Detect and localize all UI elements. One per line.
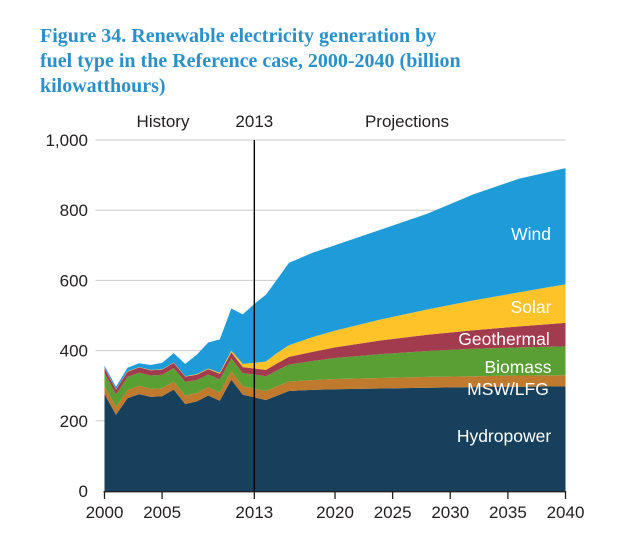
area-biomass	[104, 346, 566, 407]
x-axis-tick-label-2020: 2020	[316, 503, 354, 522]
band-label-hydropower: Hydropower	[457, 426, 552, 446]
area-hydropower	[104, 379, 566, 491]
band-label-biomass: Biomass	[484, 357, 551, 377]
band-label-wind: Wind	[511, 224, 551, 244]
x-axis-tick-label-2005: 2005	[143, 503, 181, 522]
header-projections-label: Projections	[365, 112, 449, 131]
x-axis-tick-label-2040: 2040	[547, 503, 585, 522]
area-solar	[104, 284, 566, 390]
x-axis-tick-label-2025: 2025	[374, 503, 412, 522]
y-axis-tick-label-600: 600	[60, 271, 88, 290]
x-axis-tick-label-2000: 2000	[86, 503, 124, 522]
band-label-geothermal: Geothermal	[458, 329, 549, 349]
header-history-label: History	[137, 112, 190, 131]
y-axis-tick-label-1000: 1,000	[45, 131, 88, 150]
figure-title: Figure 34. Renewable electricity generat…	[40, 24, 585, 99]
y-axis-tick-label-200: 200	[60, 412, 88, 431]
figure-title-line: kilowatthours)	[40, 75, 166, 97]
header-divider-year-label: 2013	[235, 112, 273, 131]
y-axis-tick-label-800: 800	[60, 201, 88, 220]
figure-title-line: fuel type in the Reference case, 2000-20…	[40, 50, 461, 72]
x-axis-tick-label-2035: 2035	[489, 503, 527, 522]
area-geothermal	[104, 322, 566, 395]
x-axis-tick-label-2013: 2013	[235, 503, 273, 522]
y-axis-tick-label-400: 400	[60, 342, 88, 361]
band-label-msw-lfg: MSW/LFG	[467, 379, 549, 399]
area-wind	[104, 168, 566, 390]
band-label-solar: Solar	[511, 297, 552, 317]
x-axis-tick-label-2030: 2030	[431, 503, 469, 522]
y-axis-tick-label-0: 0	[79, 482, 88, 501]
figure-title-line: Figure 34. Renewable electricity generat…	[40, 25, 437, 47]
area-msw-lfg	[104, 371, 566, 415]
